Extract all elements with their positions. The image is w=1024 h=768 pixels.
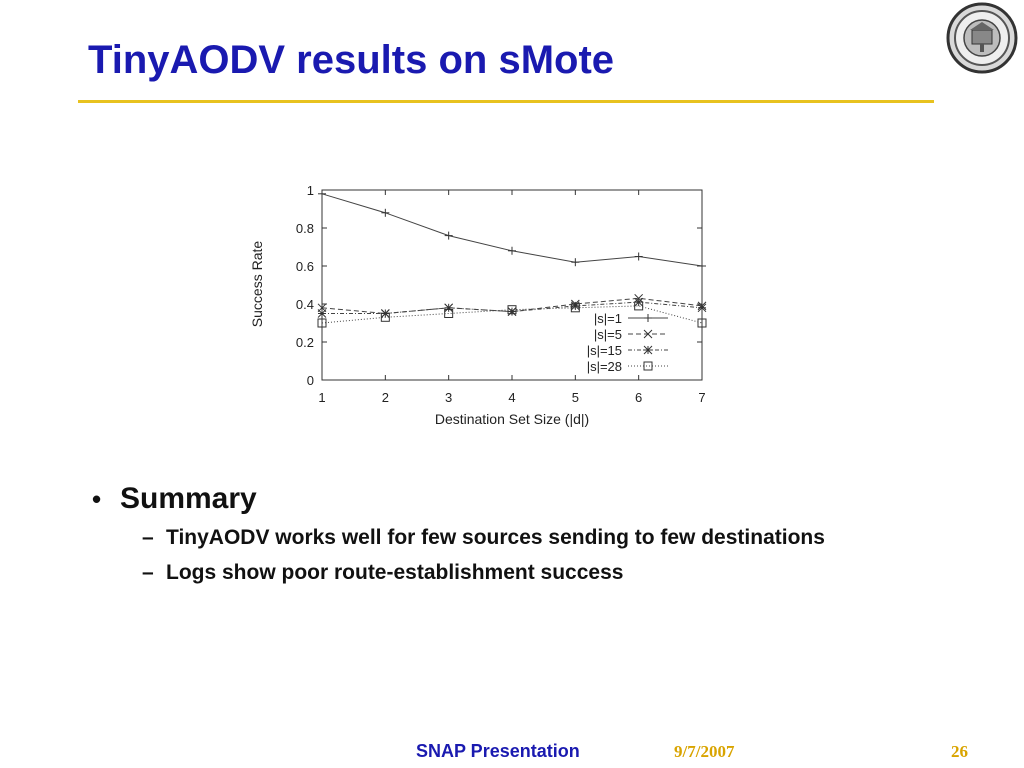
legend-marker <box>643 329 653 339</box>
data-point-s3-5 <box>570 301 580 311</box>
data-point-s1-5 <box>571 258 580 267</box>
legend-label: |s|=5 <box>594 327 622 342</box>
y-tick-label: 0.6 <box>296 259 314 274</box>
legend-label: |s|=28 <box>587 359 622 374</box>
legend-marker <box>643 361 653 371</box>
data-point-s1-3 <box>444 231 453 240</box>
data-point-s4-3 <box>444 309 454 318</box>
y-tick-label: 1 <box>307 183 314 198</box>
legend-label: |s|=1 <box>594 311 622 326</box>
y-tick-label: 0 <box>307 373 314 388</box>
x-tick-label: 2 <box>382 390 389 405</box>
data-point-s4-2 <box>380 312 390 322</box>
slide-title: TinyAODV results on sMote <box>88 38 615 82</box>
data-point-s3-4 <box>507 307 517 316</box>
data-point-s1-7 <box>698 262 706 270</box>
legend-marker <box>643 345 653 355</box>
y-tick-label: 0.4 <box>296 297 314 312</box>
legend-label: |s|=15 <box>587 343 622 358</box>
footer-page-number: 26 <box>951 742 968 761</box>
sub-bullet-text: TinyAODV works well for few sources send… <box>166 526 825 549</box>
x-tick-label: 5 <box>572 390 579 405</box>
plot-frame <box>321 189 703 381</box>
bullet-summary: • Summary <box>92 482 852 516</box>
data-point-s1-4 <box>508 246 516 255</box>
footer-date: 9/7/2007 <box>674 742 735 761</box>
x-tick-label: 4 <box>508 390 515 405</box>
sub-bullet: – Logs show poor route-establishment suc… <box>142 559 852 586</box>
data-point-s4-6 <box>634 301 644 311</box>
dash-icon: – <box>142 526 154 549</box>
series-line-1 <box>321 193 703 267</box>
x-tick-label: 3 <box>445 390 452 405</box>
x-tick-label: 6 <box>635 390 642 405</box>
data-point-s1-6 <box>634 252 643 261</box>
chart-legend: |s|=1|s|=5|s|=15|s|=28 <box>587 311 668 374</box>
bullet-summary-text: Summary <box>120 482 257 515</box>
legend-marker <box>644 314 652 322</box>
summary-bullets: • Summary – TinyAODV works well for few … <box>92 482 852 587</box>
data-point-s3-1 <box>317 309 327 318</box>
chart-ticks: 0 0.2 0.4 0.6 0.8 1 1 2 3 4 5 6 7 <box>296 183 706 405</box>
y-tick-label: 0.8 <box>296 221 314 236</box>
data-point-s1-1 <box>318 189 326 198</box>
data-point-s1-2 <box>381 208 390 217</box>
sub-bullet: – TinyAODV works well for few sources se… <box>142 524 852 551</box>
data-point-s4-4 <box>507 305 517 315</box>
y-tick-label: 0.2 <box>296 335 314 350</box>
sub-bullet-text: Logs show poor route-establishment succe… <box>166 561 624 585</box>
series-line-4 <box>321 305 703 324</box>
chart-axes <box>321 189 703 381</box>
dash-icon: – <box>142 561 154 585</box>
data-point-s3-7 <box>697 303 707 313</box>
footer-presentation-name: SNAP Presentation <box>416 741 580 761</box>
success-rate-chart: 0 0.2 0.4 0.6 0.8 1 1 2 3 4 5 6 7 |s|=1|s|=5|s|=15|s… <box>249 183 707 427</box>
data-point-s4-5 <box>570 303 580 313</box>
university-seal-icon <box>946 2 1018 74</box>
title-underline <box>78 100 934 103</box>
x-tick-label: 1 <box>318 390 325 405</box>
data-point-s4-1 <box>317 318 327 328</box>
y-axis-label: Success Rate <box>249 241 265 328</box>
chart-series <box>317 189 707 328</box>
data-point-s4-7 <box>697 318 707 328</box>
data-point-s3-3 <box>444 303 454 313</box>
x-axis-label: Destination Set Size (|d|) <box>435 411 589 427</box>
bullet-dot-icon: • <box>92 484 102 514</box>
x-tick-label: 7 <box>698 390 705 405</box>
